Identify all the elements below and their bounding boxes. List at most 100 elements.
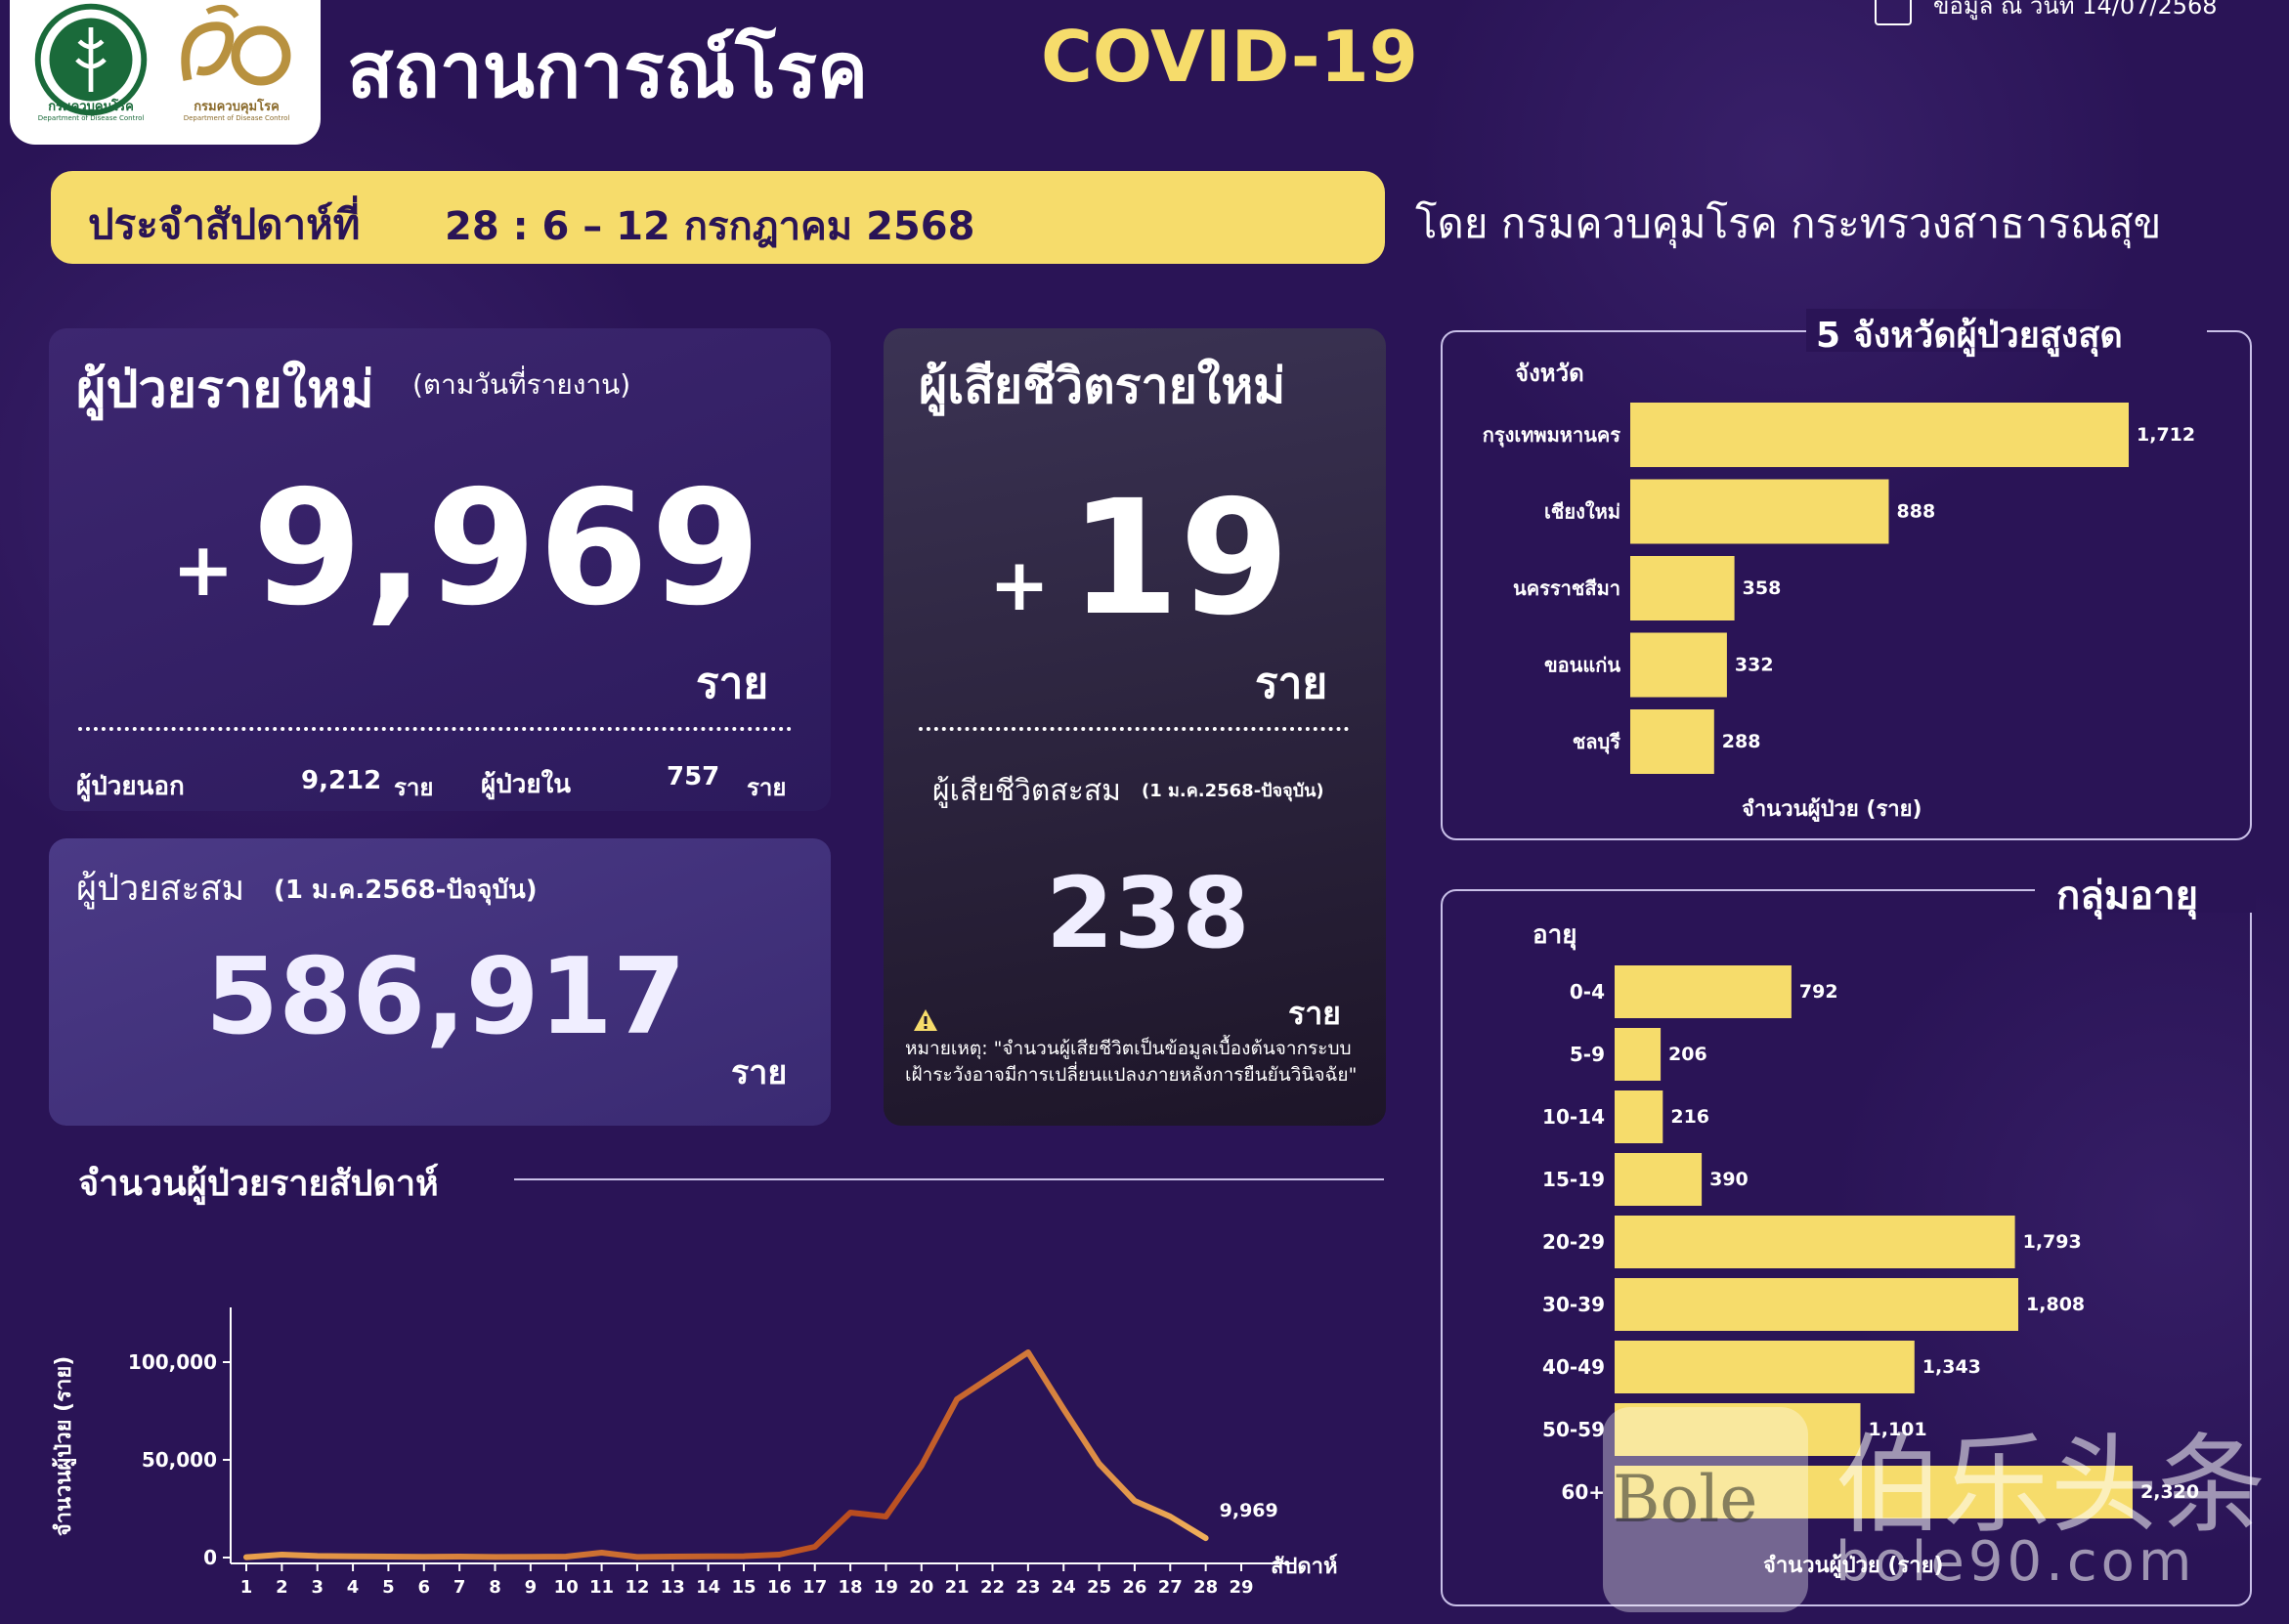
province-axis-title: จังหวัด: [1515, 360, 1584, 387]
x-tick-label: 17: [802, 1577, 827, 1598]
x-tick-label: 29: [1229, 1577, 1253, 1598]
x-tick-label: 22: [980, 1577, 1005, 1598]
week-banner: [51, 171, 1385, 264]
x-tick-label: 3: [311, 1577, 324, 1598]
weekly-chart-rule: [514, 1178, 1384, 1180]
bar-value-label: 1,808: [2026, 1294, 2085, 1315]
panel-title-backdrop: [1806, 309, 2207, 352]
y-tick-label: 0: [203, 1546, 217, 1569]
category-label: 20-29: [1542, 1230, 1605, 1254]
x-tick-label: 15: [731, 1577, 756, 1598]
inpatient-value: 757: [667, 762, 720, 791]
bar-value-label: 206: [1668, 1044, 1707, 1065]
last-value-label: 9,969: [1220, 1500, 1278, 1521]
x-tick-label: 20: [909, 1577, 933, 1598]
bar: [1615, 965, 1792, 1018]
bar: [1630, 556, 1735, 620]
category-label: ขอนแก่น: [1544, 654, 1620, 677]
category-label: กรุงเทพมหานคร: [1483, 423, 1620, 448]
new-cases-plus-sign: +: [172, 526, 235, 613]
x-tick-label: 24: [1052, 1577, 1076, 1598]
bar: [1615, 1216, 2015, 1268]
bar-value-label: 358: [1743, 577, 1782, 599]
dotted-divider: [919, 727, 1349, 731]
x-tick-label: 4: [347, 1577, 360, 1598]
age-group-panel: [1441, 889, 2252, 1606]
cumulative-deaths-value: 238: [1046, 856, 1250, 970]
page-title-thai: สถานการณ์โรค: [347, 27, 869, 115]
x-tick-label: 28: [1193, 1577, 1218, 1598]
category-label: 30-39: [1542, 1293, 1605, 1316]
x-tick-label: 19: [874, 1577, 898, 1598]
cumulative-cases-card: [49, 838, 831, 1126]
new-cases-unit: ราย: [696, 659, 769, 708]
cumulative-deaths-title: ผู้เสียชีวิตสะสม: [932, 774, 1121, 808]
x-tick-label: 23: [1015, 1577, 1040, 1598]
x-tick-label: 25: [1087, 1577, 1111, 1598]
panel-title-backdrop: [2035, 864, 2256, 913]
data-date-note: ข้อมูล ณ วันที่ 14/07/2568: [1933, 0, 2218, 20]
outpatient-label: ผู้ป่วยนอก: [76, 772, 185, 801]
x-tick-label: 5: [382, 1577, 395, 1598]
category-label: 40-49: [1542, 1355, 1605, 1379]
cumulative-cases-value: 586,917: [205, 936, 686, 1058]
x-tick-label: 16: [767, 1577, 792, 1598]
category-label: 60+: [1561, 1480, 1605, 1504]
dotted-divider: [78, 727, 792, 731]
x-tick-label: 14: [696, 1577, 720, 1598]
outpatient-value: 9,212: [301, 766, 382, 795]
x-tick-label: 6: [418, 1577, 431, 1598]
x-tick-label: 18: [839, 1577, 863, 1598]
bar-value-label: 288: [1722, 731, 1761, 752]
new-cases-subtitle: (ตามวันที่รายงาน): [412, 368, 631, 401]
category-label: 5-9: [1570, 1043, 1605, 1066]
bar: [1615, 1466, 2133, 1518]
moph-logo-caption: กรมควบคุมโรค: [48, 100, 134, 114]
deaths-footnote: หมายเหตุ: "จำนวนผู้เสียชีวิตเป็นข้อมูลเบ…: [905, 1038, 1358, 1086]
x-tick-label: 27: [1158, 1577, 1183, 1598]
new-deaths-plus-sign: +: [989, 543, 1051, 627]
bar: [1615, 1341, 1915, 1393]
new-cases-value: 9,969: [252, 457, 763, 641]
cumulative-cases-unit: ราย: [731, 1053, 788, 1092]
x-tick-label: 1: [240, 1577, 253, 1598]
new-cases-title: ผู้ป่วยรายใหม่: [76, 361, 374, 419]
x-tick-label: 26: [1122, 1577, 1146, 1598]
bar-value-label: 792: [1799, 981, 1838, 1003]
category-label: 10-14: [1542, 1105, 1605, 1129]
bar: [1630, 403, 2129, 467]
category-label: 15-19: [1542, 1168, 1605, 1191]
bar-value-label: 216: [1670, 1106, 1709, 1128]
week-range: 28 : 6 – 12 กรกฎาคม 2568: [445, 204, 975, 249]
moph-logo-subcaption: Department of Disease Control: [37, 114, 145, 122]
moph-seal-logo: [34, 3, 148, 116]
age-group-title: กลุ่มอายุ: [2056, 874, 2199, 919]
publisher-byline: โดย กรมควบคุมโรค กระทรวงสาธารณสุข: [1415, 199, 2162, 247]
x-tick-label: 13: [661, 1577, 685, 1598]
watermark-url: bole90.com: [1836, 1530, 2196, 1594]
warning-icon: [914, 1009, 937, 1031]
category-label: นครราชสีมา: [1513, 577, 1620, 600]
new-deaths-unit: ราย: [1255, 659, 1328, 708]
inpatient-unit: ราย: [747, 774, 787, 801]
cumulative-deaths-subtitle: (1 ม.ค.2568-ปัจจุบัน): [1142, 781, 1324, 801]
bar-value-label: 2,320: [2140, 1481, 2199, 1503]
top-provinces-title: 5 จังหวัดผู้ป่วยสูงสุด: [1816, 316, 2123, 356]
cumulative-cases-title: ผู้ป่วยสะสม: [76, 869, 245, 909]
province-x-axis-label: จำนวนผู้ป่วย (ราย): [1742, 797, 1922, 822]
bar-value-label: 390: [1709, 1169, 1749, 1190]
watermark-cjk: 伯乐头条: [1836, 1423, 2266, 1548]
bar: [1615, 1278, 2018, 1331]
age-x-axis-label: จำนวนผู้ป่วย (ราย): [1763, 1554, 1944, 1578]
bar: [1615, 1028, 1662, 1081]
page-title-covid: COVID-19: [1041, 16, 1418, 98]
watermark-logo-box: [1603, 1407, 1808, 1612]
bar-value-label: 1,712: [2137, 424, 2195, 446]
new-deaths-value: 19: [1069, 467, 1290, 651]
x-tick-label: 11: [589, 1577, 614, 1598]
weekly-series-line: [243, 1349, 1209, 1560]
bar-value-label: 888: [1897, 501, 1936, 523]
x-tick-label: 9: [525, 1577, 538, 1598]
top-provinces-chart: กรุงเทพมหานคร 1,712 เชียงใหม่ 888 นครราชสีมา…: [1483, 403, 2195, 774]
